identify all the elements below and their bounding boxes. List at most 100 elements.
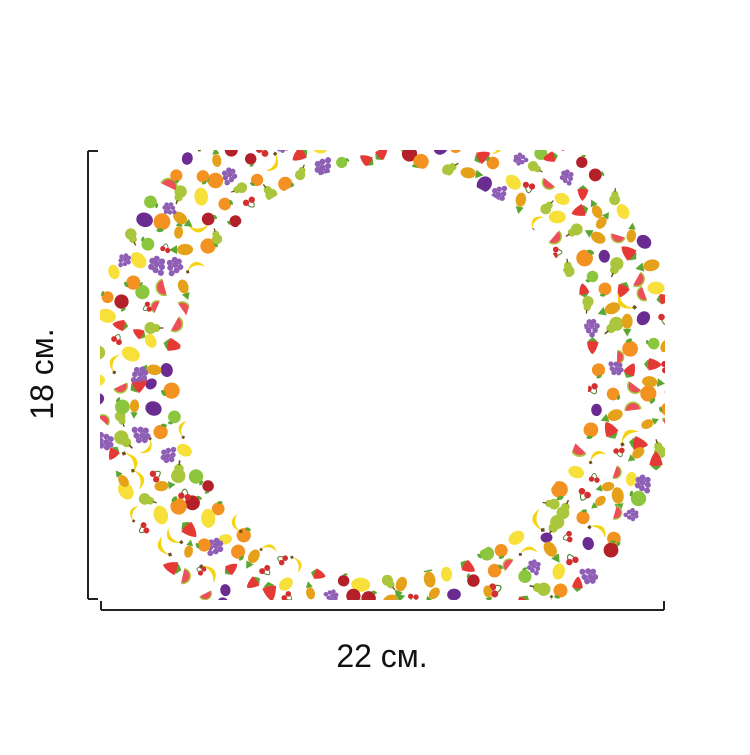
pear-icon — [292, 609, 314, 634]
cherry-icon — [585, 383, 598, 395]
orange-icon — [351, 90, 371, 108]
banana-icon — [532, 508, 545, 532]
apple-icon — [201, 212, 217, 226]
watermelon-icon — [150, 300, 160, 314]
plum-icon — [220, 584, 231, 597]
orange-icon — [231, 544, 246, 561]
pineapple-icon — [129, 399, 140, 419]
strawberry-icon — [517, 595, 530, 600]
pear-icon — [347, 125, 368, 149]
grape-icon — [579, 568, 599, 585]
orange-icon — [553, 583, 568, 599]
orange-icon — [240, 132, 256, 146]
pineapple-icon — [246, 549, 260, 569]
orange-icon — [101, 291, 114, 304]
strawberry-icon — [621, 246, 637, 261]
pear-icon — [609, 188, 621, 206]
lemon-icon — [394, 610, 413, 629]
pineapple-icon — [417, 117, 437, 128]
cherry-icon — [510, 128, 523, 140]
width-dimension-label: 22 см. — [336, 638, 428, 674]
watermelon-icon — [390, 133, 405, 146]
orange-icon — [124, 275, 141, 290]
orange-icon — [218, 197, 233, 211]
lemon-icon — [278, 577, 293, 591]
grape-icon — [276, 108, 300, 130]
grape-icon — [148, 255, 166, 276]
cherry-icon — [578, 487, 591, 501]
apple-icon — [646, 337, 660, 350]
grape-icon — [221, 167, 238, 186]
strawberry-icon — [623, 363, 636, 378]
apple-icon — [244, 153, 257, 167]
strawberry-icon — [643, 358, 662, 371]
cherry-icon — [267, 96, 282, 110]
pear-icon — [125, 228, 137, 246]
apple-icon — [337, 573, 350, 587]
pineapple-icon — [501, 621, 521, 638]
orange-icon — [576, 509, 590, 525]
plum-icon — [636, 311, 651, 326]
plum-icon — [582, 536, 594, 551]
grape-icon — [160, 446, 177, 464]
cherry-icon — [259, 564, 271, 576]
grape-icon — [470, 611, 492, 631]
apple-icon — [518, 567, 532, 583]
cherry-icon — [407, 593, 419, 600]
pineapple-icon — [483, 585, 493, 600]
fruit-pattern-ring — [100, 80, 665, 662]
apple-icon — [466, 573, 480, 587]
cherry-icon — [178, 488, 192, 501]
pear-icon — [582, 296, 594, 314]
pineapple-icon — [515, 192, 527, 214]
lemon-icon — [313, 100, 328, 119]
apple-icon — [585, 270, 599, 283]
orange-icon — [622, 338, 639, 357]
apple-icon — [378, 94, 398, 114]
orange-icon — [486, 156, 500, 170]
pineapple-icon — [627, 447, 645, 462]
watermelon-icon — [445, 633, 465, 644]
orange-icon — [170, 169, 183, 184]
cherry-icon — [160, 243, 171, 254]
pear-icon — [604, 316, 624, 335]
lemon-icon — [411, 98, 429, 114]
watermelon-icon — [180, 567, 191, 585]
watermelon-icon — [160, 177, 178, 191]
pineapple-icon — [460, 167, 484, 179]
plum-icon — [598, 249, 610, 263]
plum-icon — [215, 128, 231, 144]
watermelon-icon — [410, 134, 427, 146]
grape-icon — [526, 559, 541, 576]
grape-icon — [130, 366, 149, 383]
apple-icon — [400, 150, 418, 162]
banana-icon — [538, 594, 554, 600]
grape-icon — [256, 124, 272, 141]
banana-icon — [290, 555, 302, 574]
apple-icon — [439, 123, 458, 140]
lemon-icon — [554, 192, 570, 205]
watermelon-icon — [612, 465, 622, 480]
banana-icon — [620, 429, 640, 447]
pineapple-icon — [641, 418, 659, 429]
orange-icon — [467, 107, 489, 129]
grape-icon — [634, 474, 651, 494]
pear-icon — [230, 182, 248, 194]
lemon-icon — [194, 187, 208, 206]
strawberry-icon — [439, 605, 458, 620]
pineapple-icon — [154, 481, 176, 492]
apple-icon — [224, 150, 238, 157]
apple-icon — [588, 168, 605, 182]
banana-icon — [129, 505, 139, 523]
orange-icon — [551, 481, 568, 501]
lemon-icon — [552, 563, 565, 580]
strawberry-icon — [181, 521, 197, 538]
pineapple-icon — [590, 199, 603, 219]
pineapple-icon — [635, 259, 660, 272]
banana-icon — [439, 80, 457, 98]
pineapple-icon — [642, 376, 665, 388]
cherry-icon — [255, 150, 269, 157]
lemon-icon — [429, 644, 447, 662]
watermelon-icon — [170, 316, 184, 333]
grape-icon — [583, 318, 600, 338]
